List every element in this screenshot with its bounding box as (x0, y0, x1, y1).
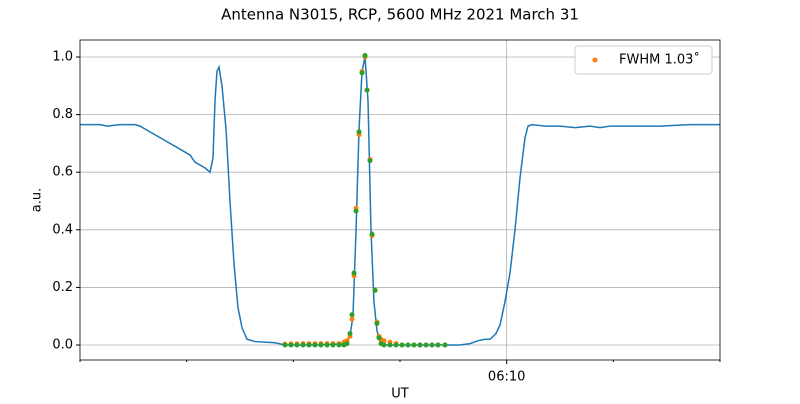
data-point (306, 342, 312, 348)
y-tick-label: 1.0 (52, 49, 73, 64)
data-point (376, 335, 382, 341)
data-point (351, 270, 357, 276)
data-line (80, 56, 720, 346)
x-axis-label: UT (391, 387, 409, 401)
legend-label: FWHM 1.03˚ (619, 52, 700, 68)
data-point (324, 342, 330, 348)
data-point (435, 342, 441, 348)
data-point (367, 158, 373, 164)
plot-frame (79, 39, 721, 361)
legend-marker (592, 57, 598, 63)
data-point (423, 342, 429, 348)
data-point (353, 208, 359, 214)
chart-title: Antenna N3015, RCP, 5600 MHz 2021 March … (221, 6, 579, 24)
x-tick-label: 06:10 (488, 370, 525, 385)
y-tick-label: 0.8 (52, 107, 73, 122)
data-point (356, 129, 362, 135)
y-tick-label: 0.4 (52, 222, 73, 237)
data-point (330, 342, 336, 348)
data-point (374, 320, 380, 326)
data-point (300, 342, 306, 348)
data-point (349, 316, 355, 322)
data-point (364, 87, 370, 93)
data-point (393, 342, 399, 348)
data-point (381, 342, 387, 348)
data-point (288, 342, 294, 348)
data-point (369, 231, 375, 237)
legend-box (574, 45, 713, 75)
data-point (442, 342, 448, 348)
data-point (349, 312, 355, 318)
y-tick-label: 0.0 (52, 338, 73, 353)
data-point (411, 342, 417, 348)
data-point (405, 342, 411, 348)
y-tick-label: 0.2 (52, 280, 73, 295)
data-point (347, 331, 353, 337)
data-point (294, 342, 300, 348)
data-point (362, 53, 368, 59)
data-point (399, 342, 405, 348)
data-point (387, 342, 393, 348)
data-point (336, 342, 342, 348)
data-point (359, 70, 365, 76)
data-point (344, 341, 350, 347)
data-point (312, 342, 318, 348)
data-point (429, 342, 435, 348)
data-point (318, 342, 324, 348)
y-axis-label: a.u. (30, 188, 45, 212)
data-point (282, 342, 288, 348)
data-point (372, 287, 378, 293)
y-tick-label: 0.6 (52, 165, 73, 180)
data-point (417, 342, 423, 348)
